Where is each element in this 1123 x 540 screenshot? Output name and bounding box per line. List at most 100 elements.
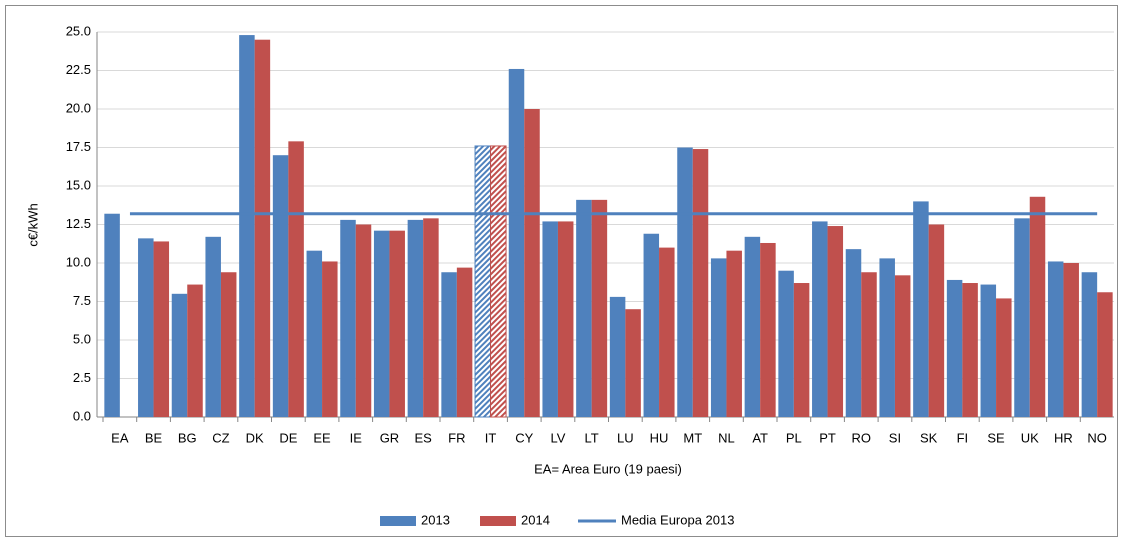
bar [996,298,1012,417]
y-tick-label: 17.5 [66,139,91,154]
bar [1029,196,1046,417]
bar [928,224,945,417]
bar [1097,292,1113,417]
bar [778,270,794,417]
x-tick-label: SI [889,430,901,445]
bar [793,283,810,417]
bar [576,199,592,417]
y-tick-label: 7.5 [73,293,91,308]
bar [894,275,911,417]
legend-swatch [480,516,516,526]
x-tick-label: HR [1054,430,1073,445]
x-tick-label: AT [752,430,768,445]
bar [441,272,457,417]
x-tick-label: PT [819,430,836,445]
bar [659,247,675,417]
x-tick-label: IE [350,430,363,445]
y-tick-label: 2.5 [73,370,91,385]
bar [609,296,626,417]
bar [744,236,761,417]
x-tick-label: FR [448,430,465,445]
bar [153,241,170,417]
x-tick-label: LV [550,430,565,445]
bar [946,279,963,417]
bar [760,242,776,417]
bar [962,283,978,417]
bar [845,249,862,417]
bar [542,221,558,417]
y-tick-label: 20.0 [66,100,91,115]
bar [322,261,338,417]
legend-label: 2014 [521,512,550,527]
bar [726,250,742,417]
x-tick-label: ES [414,430,432,445]
bar [456,267,473,417]
x-tick-label: SK [920,430,938,445]
bar [187,284,203,417]
legend-label: Media Europa 2013 [621,512,734,527]
bar [474,145,492,418]
y-tick-label: 15.0 [66,177,91,192]
bar [827,226,844,417]
bar [980,284,997,417]
x-tick-label: LT [585,430,599,445]
bar [288,141,304,417]
x-tick-label: SE [987,430,1005,445]
x-tick-label: FI [957,430,969,445]
bar [138,238,154,417]
bar [423,218,439,417]
bar [1014,218,1030,417]
x-tick-label: UK [1021,430,1039,445]
legend-label: 2013 [421,512,450,527]
x-tick-label: PL [786,430,802,445]
x-tick-label: BE [145,430,163,445]
bar [272,155,289,417]
bar [171,293,188,417]
bar [1081,272,1098,417]
bar [220,272,237,417]
y-tick-label: 10.0 [66,254,91,269]
bar [861,272,877,417]
y-tick-label: 12.5 [66,216,91,231]
x-tick-label: CZ [212,430,229,445]
bar [710,258,727,417]
x-tick-label: DK [246,430,264,445]
y-axis-label: c€/kWh [25,203,40,246]
legend-swatch [380,516,416,526]
bar [524,109,540,417]
x-note: EA= Area Euro (19 paesi) [534,461,682,476]
bar [104,213,120,417]
x-tick-label: EE [313,430,331,445]
bar [407,219,424,417]
x-tick-label: NO [1087,430,1107,445]
bar [306,250,323,417]
bar [355,224,372,417]
bar [340,219,356,417]
x-tick-label: LU [617,430,634,445]
x-tick-label: HU [650,430,669,445]
y-tick-label: 25.0 [66,23,91,38]
bar [677,147,693,417]
bar [625,309,641,417]
bar [879,258,895,417]
x-tick-label: NL [718,430,735,445]
x-tick-label: GR [380,430,400,445]
x-tick-label: MT [683,430,702,445]
bar [812,221,828,417]
x-tick-label: EA [111,430,129,445]
bar [913,201,929,417]
y-tick-label: 0.0 [73,408,91,423]
x-tick-label: IT [485,430,497,445]
y-tick-label: 22.5 [66,62,91,77]
bar [557,221,574,417]
x-tick-label: CY [515,430,533,445]
bar [1047,261,1064,417]
bar [490,145,507,418]
bar [373,230,390,417]
bar [508,68,525,418]
x-tick-label: DE [279,430,297,445]
bar [205,236,221,417]
x-tick-label: BG [178,430,197,445]
bar [692,149,709,418]
